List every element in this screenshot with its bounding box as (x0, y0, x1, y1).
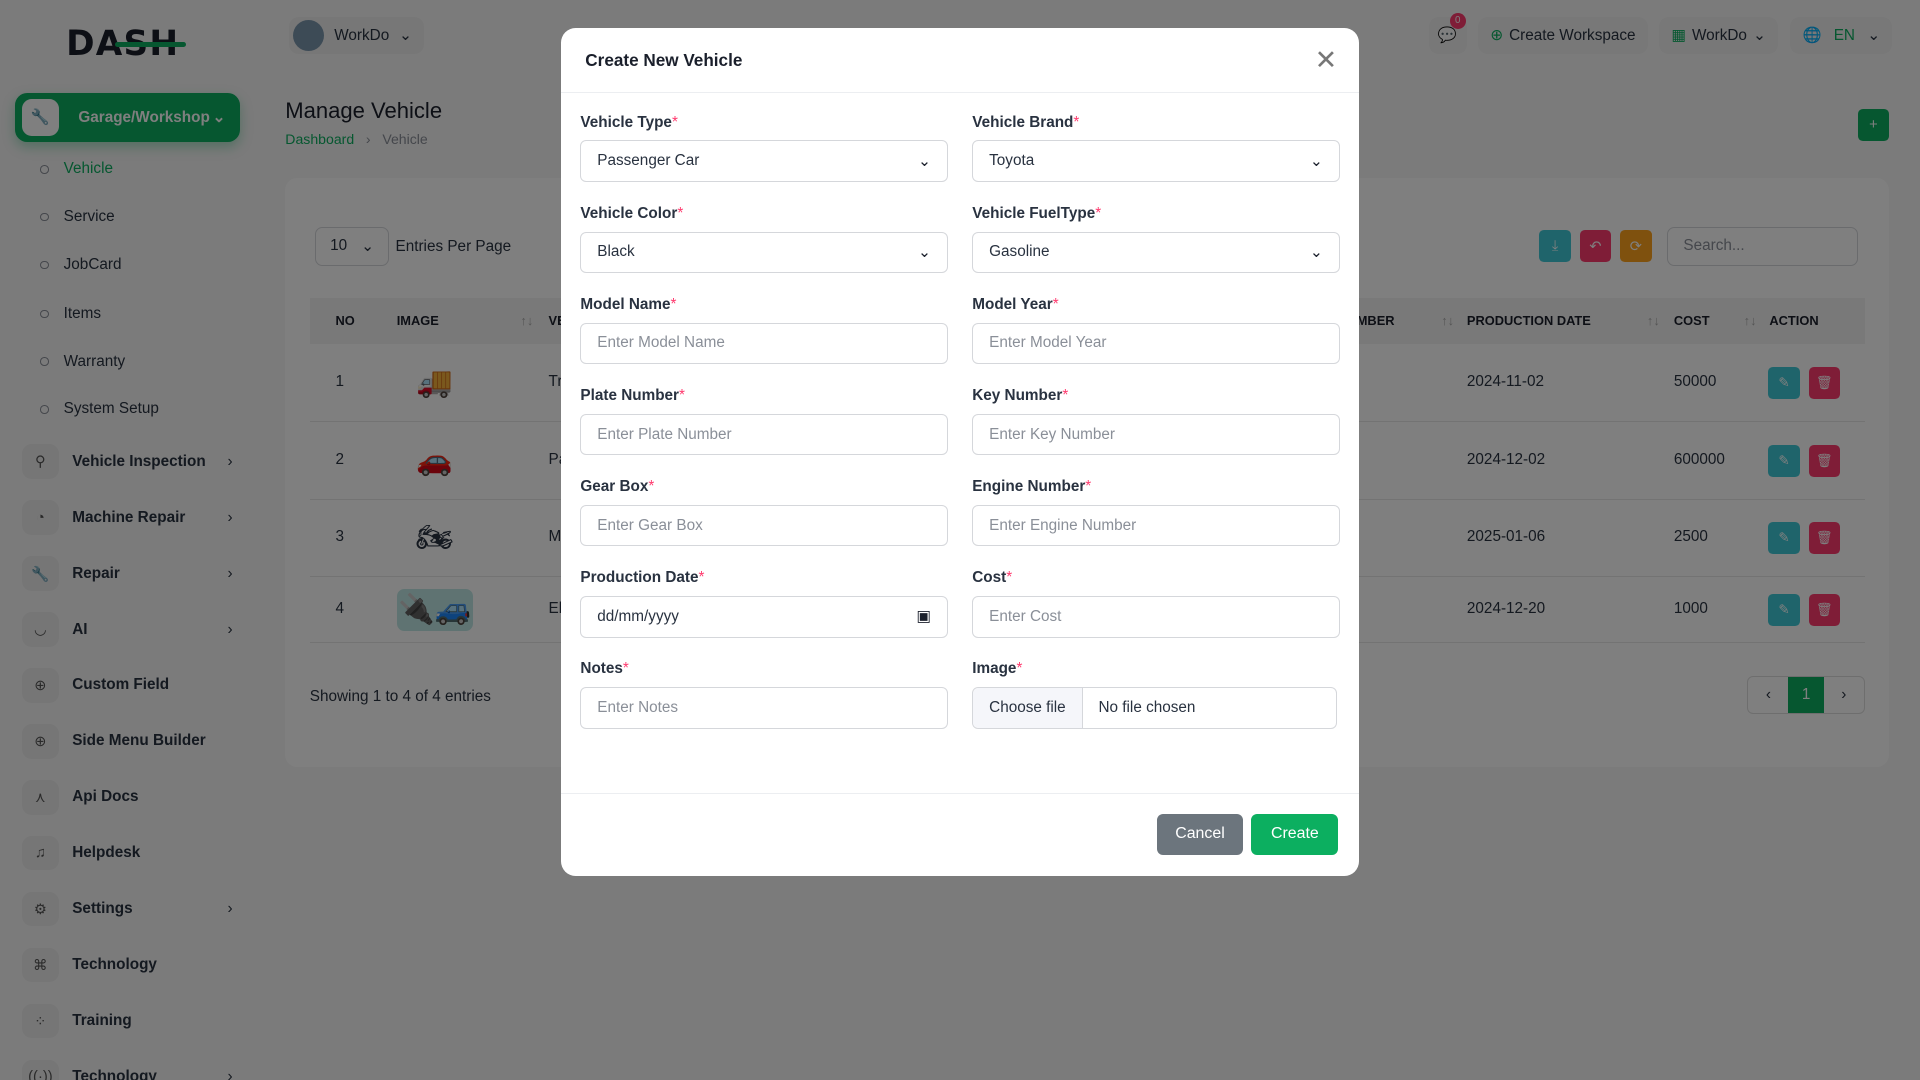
label-text: Key Number (972, 387, 1063, 405)
field-label: Vehicle Brand* (972, 114, 1339, 132)
field-label: Plate Number* (580, 387, 947, 405)
vehicle-brand-select[interactable]: Toyota ⌄ (972, 140, 1340, 183)
placeholder: Enter Model Year (989, 334, 1107, 352)
label-text: Vehicle Brand (972, 113, 1074, 131)
field-label: Vehicle FuelType* (972, 205, 1339, 223)
modal-footer-divider (560, 793, 1360, 795)
field-cost: Cost* Enter Cost (972, 569, 1340, 638)
field-label: Notes* (580, 660, 947, 678)
placeholder: Enter Key Number (989, 425, 1115, 443)
chevron-down-icon: ⌄ (1309, 152, 1323, 170)
placeholder: Enter Plate Number (597, 425, 732, 443)
required-mark: * (1073, 113, 1080, 131)
chevron-down-icon: ⌄ (1309, 243, 1323, 261)
selected-value: Toyota (989, 152, 1035, 170)
placeholder: Enter Notes (597, 698, 679, 716)
selected-value: Gasoline (989, 243, 1050, 261)
create-button[interactable]: Create (1251, 814, 1339, 855)
date-value: dd/mm/yyyy (597, 607, 679, 625)
field-vehicle-type: Vehicle Type* Passenger Car ⌄ (580, 114, 948, 183)
chevron-down-icon: ⌄ (918, 152, 931, 170)
field-label: Gear Box* (580, 478, 947, 496)
field-production-date: Production Date* dd/mm/yyyy ▣ (580, 569, 948, 638)
label-text: Cost (972, 569, 1007, 587)
required-mark: * (677, 204, 684, 222)
required-mark: * (1006, 569, 1013, 587)
field-notes: Notes* Enter Notes (580, 660, 948, 729)
field-vehicle-fueltype: Vehicle FuelType* Gasoline ⌄ (972, 205, 1340, 274)
gear-box-input[interactable]: Enter Gear Box (580, 504, 948, 547)
placeholder: Enter Gear Box (597, 516, 703, 534)
field-label: Image* (972, 660, 1339, 678)
calendar-icon[interactable]: ▣ (916, 608, 931, 626)
field-gear-box: Gear Box* Enter Gear Box (580, 478, 948, 547)
required-mark: * (1095, 204, 1102, 222)
required-mark: * (698, 569, 705, 587)
field-label: Model Name* (580, 296, 947, 314)
create-vehicle-modal: Create New Vehicle ✕ Vehicle Type* Passeng… (560, 28, 1360, 876)
label-text: Vehicle FuelType (972, 204, 1096, 222)
cost-input[interactable]: Enter Cost (972, 595, 1340, 638)
selected-value: Black (597, 243, 635, 261)
required-mark: * (1062, 387, 1069, 405)
image-file-input[interactable]: Choose file No file chosen (972, 687, 1338, 729)
required-mark: * (1085, 478, 1092, 496)
required-mark: * (1052, 296, 1059, 314)
field-label: Engine Number* (972, 478, 1339, 496)
choose-file-button[interactable]: Choose file (973, 688, 1083, 728)
production-date-input[interactable]: dd/mm/yyyy ▣ (580, 595, 948, 638)
vehicle-color-select[interactable]: Black ⌄ (580, 231, 948, 274)
model-year-input[interactable]: Enter Model Year (972, 322, 1340, 365)
cancel-button[interactable]: Cancel (1157, 814, 1243, 855)
label-text: Model Year (972, 296, 1053, 314)
field-model-year: Model Year* Enter Model Year (972, 296, 1340, 365)
field-plate-number: Plate Number* Enter Plate Number (580, 387, 948, 456)
label-text: Plate Number (580, 387, 679, 405)
vehicle-fueltype-select[interactable]: Gasoline ⌄ (972, 231, 1340, 274)
field-label: Vehicle Color* (580, 205, 947, 223)
field-image: Image* Choose file No file chosen (972, 660, 1339, 729)
label-text: Vehicle Color (580, 204, 678, 222)
file-status: No file chosen (1098, 698, 1196, 716)
field-engine-number: Engine Number* Enter Engine Number (972, 478, 1340, 547)
field-label: Model Year* (972, 296, 1339, 314)
key-number-input[interactable]: Enter Key Number (972, 413, 1340, 456)
required-mark: * (648, 478, 655, 496)
label-text: Vehicle Type (580, 113, 672, 131)
label-text: Production Date (580, 569, 699, 587)
field-key-number: Key Number* Enter Key Number (972, 387, 1340, 456)
notes-input[interactable]: Enter Notes (580, 687, 948, 729)
required-mark: * (679, 387, 685, 405)
label-text: Gear Box (580, 478, 649, 496)
required-mark: * (670, 296, 677, 314)
field-vehicle-color: Vehicle Color* Black ⌄ (580, 205, 948, 274)
placeholder: Enter Model Name (597, 334, 725, 352)
model-name-input[interactable]: Enter Model Name (580, 322, 948, 365)
selected-value: Passenger Car (597, 152, 700, 170)
label-text: Model Name (580, 296, 671, 314)
field-label: Cost* (972, 569, 1339, 587)
field-model-name: Model Name* Enter Model Name (580, 296, 948, 365)
vehicle-type-select[interactable]: Passenger Car ⌄ (580, 140, 948, 183)
label-text: Engine Number (972, 478, 1086, 496)
chevron-down-icon: ⌄ (918, 243, 931, 261)
placeholder: Enter Engine Number (989, 516, 1137, 534)
field-label: Key Number* (972, 387, 1339, 405)
plate-number-input[interactable]: Enter Plate Number (580, 413, 948, 456)
required-mark: * (622, 660, 629, 678)
required-mark: * (1016, 660, 1023, 678)
field-vehicle-brand: Vehicle Brand* Toyota ⌄ (972, 114, 1340, 183)
label-text: Notes (580, 660, 623, 678)
engine-number-input[interactable]: Enter Engine Number (972, 504, 1340, 547)
label-text: Image (972, 660, 1017, 678)
placeholder: Enter Cost (989, 607, 1062, 625)
required-mark: * (671, 113, 678, 131)
close-icon[interactable]: ✕ (1314, 45, 1338, 76)
modal-title: Create New Vehicle (585, 49, 743, 70)
field-label: Production Date* (580, 569, 947, 587)
field-label: Vehicle Type* (580, 114, 947, 132)
